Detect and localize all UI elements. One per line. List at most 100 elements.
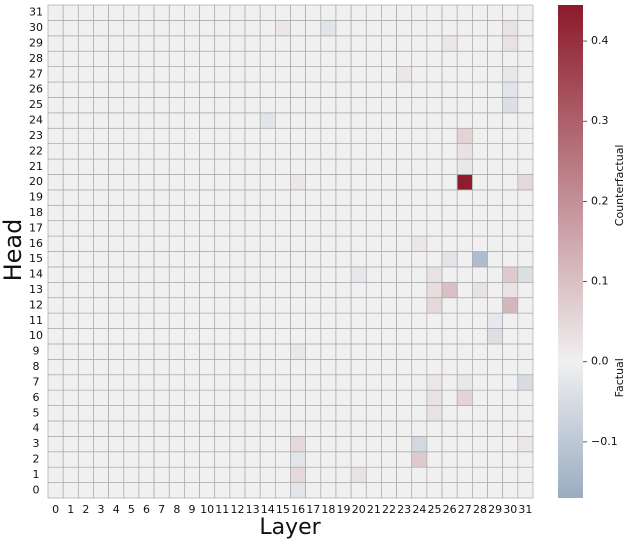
heatmap-cell	[365, 127, 382, 145]
heatmap-cell	[441, 220, 458, 237]
heatmap-cell	[411, 174, 428, 191]
heatmap-cell	[320, 158, 337, 175]
heatmap-cell	[108, 112, 125, 129]
heatmap-cell	[305, 343, 322, 360]
heatmap-cell	[320, 466, 337, 483]
heatmap-cell	[502, 127, 519, 145]
heatmap-cell	[62, 189, 79, 206]
heatmap-cell	[456, 143, 473, 160]
heatmap-cell	[350, 112, 367, 129]
heatmap-cell	[441, 112, 458, 129]
heatmap-cell	[502, 266, 519, 283]
heatmap-cell	[411, 251, 428, 268]
heatmap-cell	[259, 4, 276, 21]
heatmap-cell	[487, 297, 504, 314]
heatmap-cell	[396, 358, 413, 376]
heatmap-cell	[123, 343, 140, 360]
heatmap-cell	[487, 405, 504, 422]
heatmap-cell	[487, 451, 504, 468]
heatmap-cell	[350, 251, 367, 268]
heatmap-cell	[472, 312, 488, 329]
y-tick-label: 16	[29, 237, 43, 250]
heatmap-cell	[77, 466, 94, 483]
heatmap-cell	[244, 20, 261, 37]
heatmap-cell	[229, 420, 246, 437]
heatmap-cell	[47, 389, 64, 406]
heatmap-cell	[472, 174, 488, 191]
heatmap-cell	[108, 405, 125, 422]
heatmap-cell	[320, 266, 337, 283]
heatmap-cell	[199, 297, 216, 314]
heatmap-cell	[517, 451, 534, 468]
heatmap-cell	[335, 81, 352, 98]
heatmap-cell	[426, 143, 443, 160]
heatmap-cell	[184, 66, 200, 83]
heatmap-cell	[184, 451, 200, 468]
heatmap-cell	[244, 482, 261, 499]
heatmap-cell	[381, 81, 397, 98]
heatmap-cell	[411, 436, 428, 453]
heatmap-cell	[426, 466, 443, 483]
heatmap-cell	[77, 20, 94, 37]
y-tick-label: 12	[29, 298, 43, 311]
heatmap-cell	[93, 358, 109, 376]
heatmap-cell	[441, 204, 458, 222]
heatmap-cell	[426, 436, 443, 453]
heatmap-cell	[138, 20, 155, 37]
colorbar-tick-label: 0.1	[591, 275, 609, 288]
heatmap-cell	[320, 312, 337, 329]
heatmap-cell	[62, 97, 79, 114]
heatmap-cell	[214, 389, 231, 406]
heatmap-cell	[305, 436, 322, 453]
heatmap-cell	[93, 189, 109, 206]
heatmap-cell	[62, 235, 79, 252]
heatmap-cell	[259, 358, 276, 376]
heatmap-cell	[350, 451, 367, 468]
heatmap-cell	[153, 405, 170, 422]
heatmap-cell	[441, 482, 458, 499]
heatmap-cell	[93, 251, 109, 268]
heatmap-cell	[168, 297, 185, 314]
heatmap-cell	[350, 4, 367, 21]
heatmap-cell	[138, 174, 155, 191]
heatmap-cell	[487, 358, 504, 376]
heatmap-cell	[472, 451, 488, 468]
heatmap-cell	[396, 97, 413, 114]
heatmap-cell	[184, 466, 200, 483]
heatmap-cell	[441, 189, 458, 206]
heatmap-cell	[517, 189, 534, 206]
heatmap-cell	[214, 20, 231, 37]
heatmap-cell	[229, 220, 246, 237]
heatmap-cell	[365, 204, 382, 222]
heatmap-cell	[350, 328, 367, 345]
heatmap-cell	[229, 451, 246, 468]
heatmap-cell	[305, 451, 322, 468]
heatmap-cell	[365, 50, 382, 67]
heatmap-cell	[305, 389, 322, 406]
colorbar-tick-label: −0.1	[591, 435, 618, 448]
heatmap-cell	[93, 158, 109, 175]
heatmap-cell	[487, 4, 504, 21]
heatmap-cell	[472, 466, 488, 483]
heatmap-cell	[184, 251, 200, 268]
heatmap-cell	[290, 97, 307, 114]
heatmap-cell	[365, 266, 382, 283]
heatmap-cell	[441, 81, 458, 98]
heatmap-cell	[123, 281, 140, 299]
heatmap-cell	[108, 281, 125, 299]
heatmap-cell	[274, 97, 291, 114]
heatmap-cell	[138, 405, 155, 422]
heatmap-cell	[93, 35, 109, 52]
heatmap-cell	[426, 312, 443, 329]
heatmap-cell	[456, 66, 473, 83]
heatmap-cell	[47, 251, 64, 268]
heatmap-cell	[184, 189, 200, 206]
heatmap-cell	[456, 312, 473, 329]
heatmap-cell	[184, 220, 200, 237]
x-tick-label: 19	[337, 503, 351, 516]
heatmap-cell	[93, 235, 109, 252]
heatmap-cell	[153, 266, 170, 283]
heatmap-cell	[396, 66, 413, 83]
heatmap-cell	[426, 81, 443, 98]
heatmap-cell	[214, 112, 231, 129]
